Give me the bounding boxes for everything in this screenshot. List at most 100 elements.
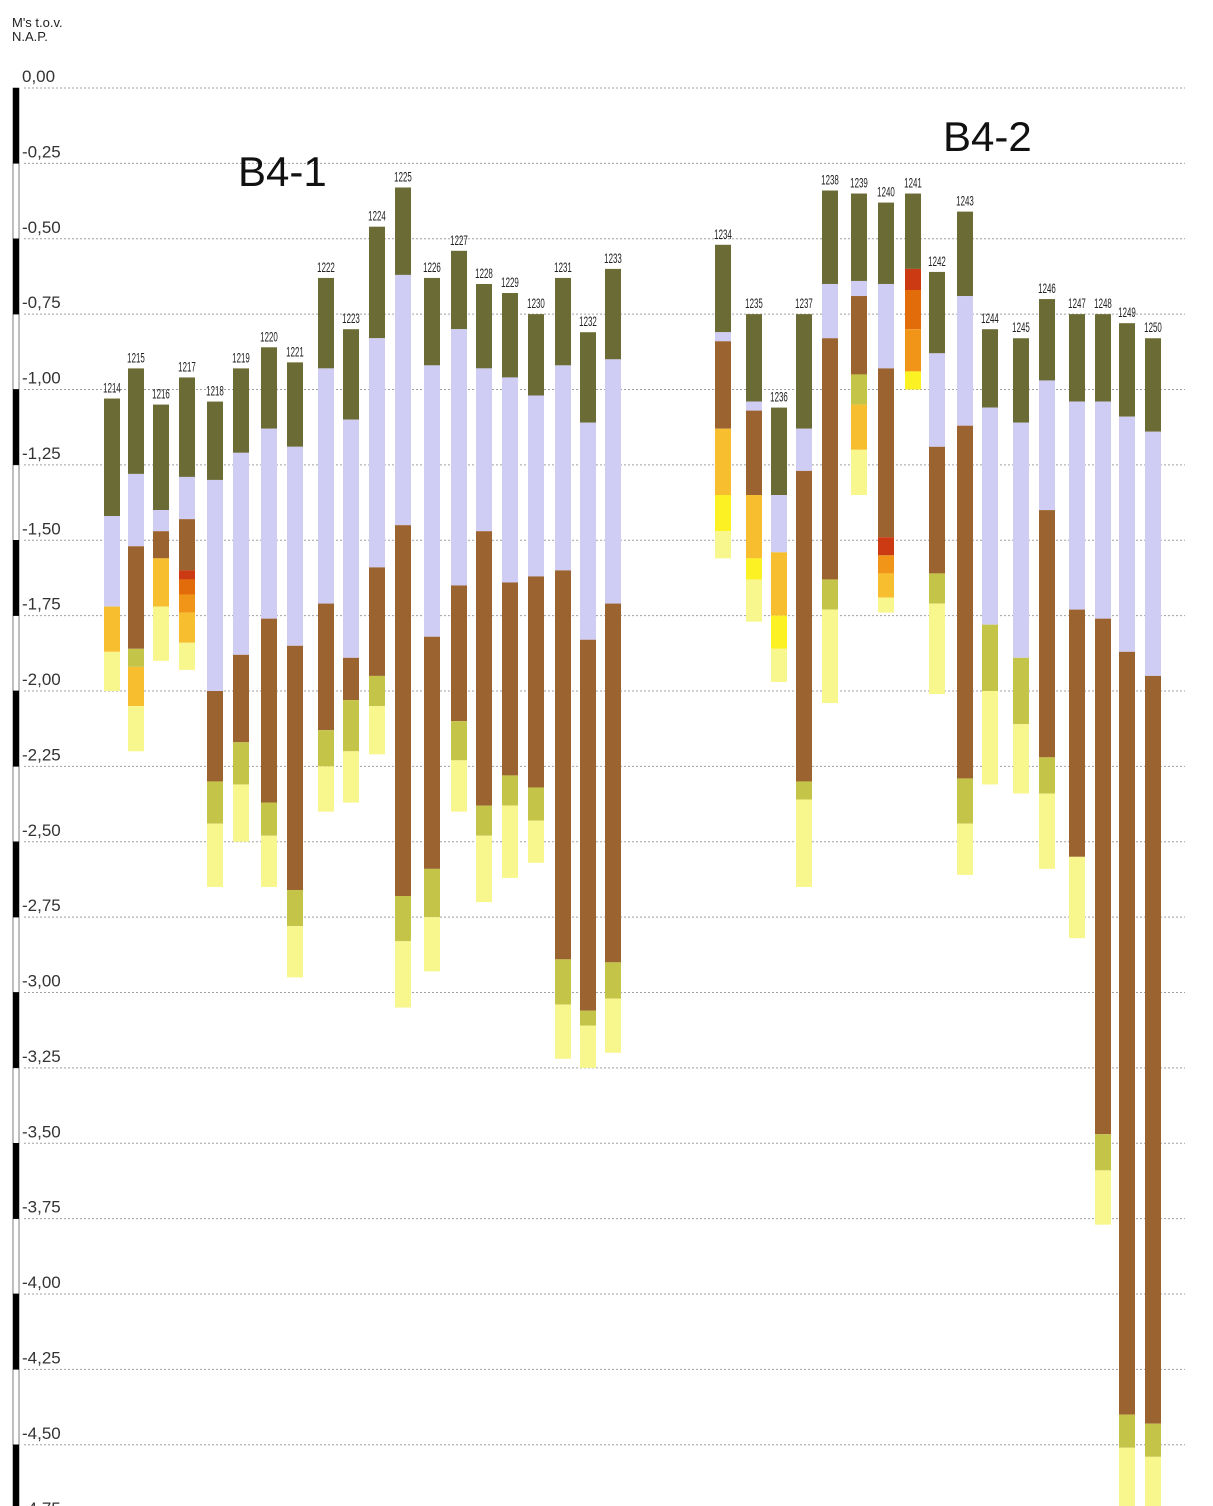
layer-olive [580,1010,596,1026]
layer-peat [207,691,223,782]
boring-label: 1243 [956,195,974,210]
layer-amber [104,606,120,652]
scale-segment [12,389,20,466]
boring-column-1240: 1240 [877,186,895,613]
layer-pale_yellow [502,805,518,878]
layer-clay [555,365,571,571]
layer-clay [179,476,195,520]
layer-peat [822,338,838,580]
boring-label: 1245 [1012,321,1030,336]
layer-olive [451,721,467,761]
scale-segment [12,1218,20,1295]
layer-topsoil [318,277,334,369]
layer-topsoil [153,404,169,511]
boring-label: 1247 [1068,297,1086,312]
boring-column-1226: 1226 [423,261,441,972]
layer-pale_yellow [104,651,120,691]
layer-clay [207,479,223,691]
layer-red [878,537,894,556]
scale-segment [12,163,20,239]
layer-olive [207,781,223,824]
y-tick-label: -0,50 [22,218,61,237]
boring-column-1225: 1225 [394,170,412,1008]
layer-olive [369,675,385,707]
boring-column-1238: 1238 [821,173,839,704]
layer-pale_yellow [1119,1447,1135,1506]
layer-topsoil [982,329,998,408]
layer-olive [318,730,334,767]
layer-topsoil [502,293,518,378]
y-axis-unit-label: M's t.o.v. N.A.P. [12,16,63,44]
layer-yellow [905,371,921,390]
boring-label: 1214 [103,382,121,397]
boring-label: 1248 [1094,297,1112,312]
layer-peat [878,368,894,538]
y-tick-labels: 0,00 -0,25 -0,50 -0,75 -1,00 -1,25 -1,50 -1,75 -… [22,67,61,1506]
layer-topsoil [929,271,945,354]
layer-peat [1039,510,1055,758]
layer-pale_yellow [771,648,787,682]
boring-label: 1235 [745,297,763,312]
layer-peat [580,639,596,1011]
layer-clay [957,296,973,426]
layer-peat [715,341,731,429]
boring-column-1242: 1242 [928,255,946,695]
y-tick-label: -3,25 [22,1047,61,1066]
layer-pale_yellow [179,642,195,670]
layer-clay [1095,401,1111,619]
layer-clay [605,359,621,604]
layer-clay [580,422,596,640]
scale-segment [12,615,20,692]
layer-clay [395,274,411,526]
boring-label: 1218 [206,385,224,400]
layer-pale_yellow [343,751,359,803]
y-tick-label: -4,75 [22,1499,61,1506]
layer-pale_yellow [715,531,731,559]
layer-peat [318,603,334,731]
scale-segment [12,540,20,616]
y-tick-label: -0,25 [22,142,61,161]
layer-amber [153,558,169,607]
boring-column-1223: 1223 [342,312,360,803]
layer-topsoil [128,368,144,474]
layer-clay [878,283,894,369]
layer-peat [1119,651,1135,1415]
layer-topsoil [1069,314,1085,402]
layer-pale_yellow [128,706,144,752]
layer-topsoil [1095,314,1111,402]
layer-topsoil [1119,323,1135,417]
layer-topsoil [555,277,571,366]
y-tick-label: -3,75 [22,1198,61,1217]
boring-column-1220: 1220 [260,330,278,887]
boring-label: 1227 [450,234,468,249]
layer-pale_yellow [1039,793,1055,869]
boring-label: 1250 [1144,321,1162,336]
layer-olive [261,802,277,836]
layer-peat [424,636,440,869]
layer-peat [369,567,385,676]
boring-column-1239: 1239 [850,176,868,496]
layer-topsoil [179,377,195,477]
boring-column-1227: 1227 [450,234,468,812]
layer-topsoil [451,250,467,330]
layer-yellow [771,615,787,649]
y-tick-label: -0,75 [22,293,61,312]
boring-column-1234: 1234 [714,228,732,559]
layer-pale_yellow [476,835,492,903]
y-tick-label: -4,50 [22,1424,61,1443]
scale-segment [12,238,20,315]
layer-pale_yellow [851,449,867,496]
layer-amber [715,428,731,496]
layer-peat [605,603,621,963]
layer-pale_yellow [929,603,945,695]
layer-yellow [746,558,762,580]
layer-olive [1095,1134,1111,1171]
layer-pale_yellow [1069,856,1085,939]
scale-segment [12,841,20,918]
layer-topsoil [715,244,731,333]
layer-pale_yellow [605,998,621,1053]
layer-olive [1119,1414,1135,1448]
layer-olive [929,573,945,604]
layer-olive [128,648,144,667]
